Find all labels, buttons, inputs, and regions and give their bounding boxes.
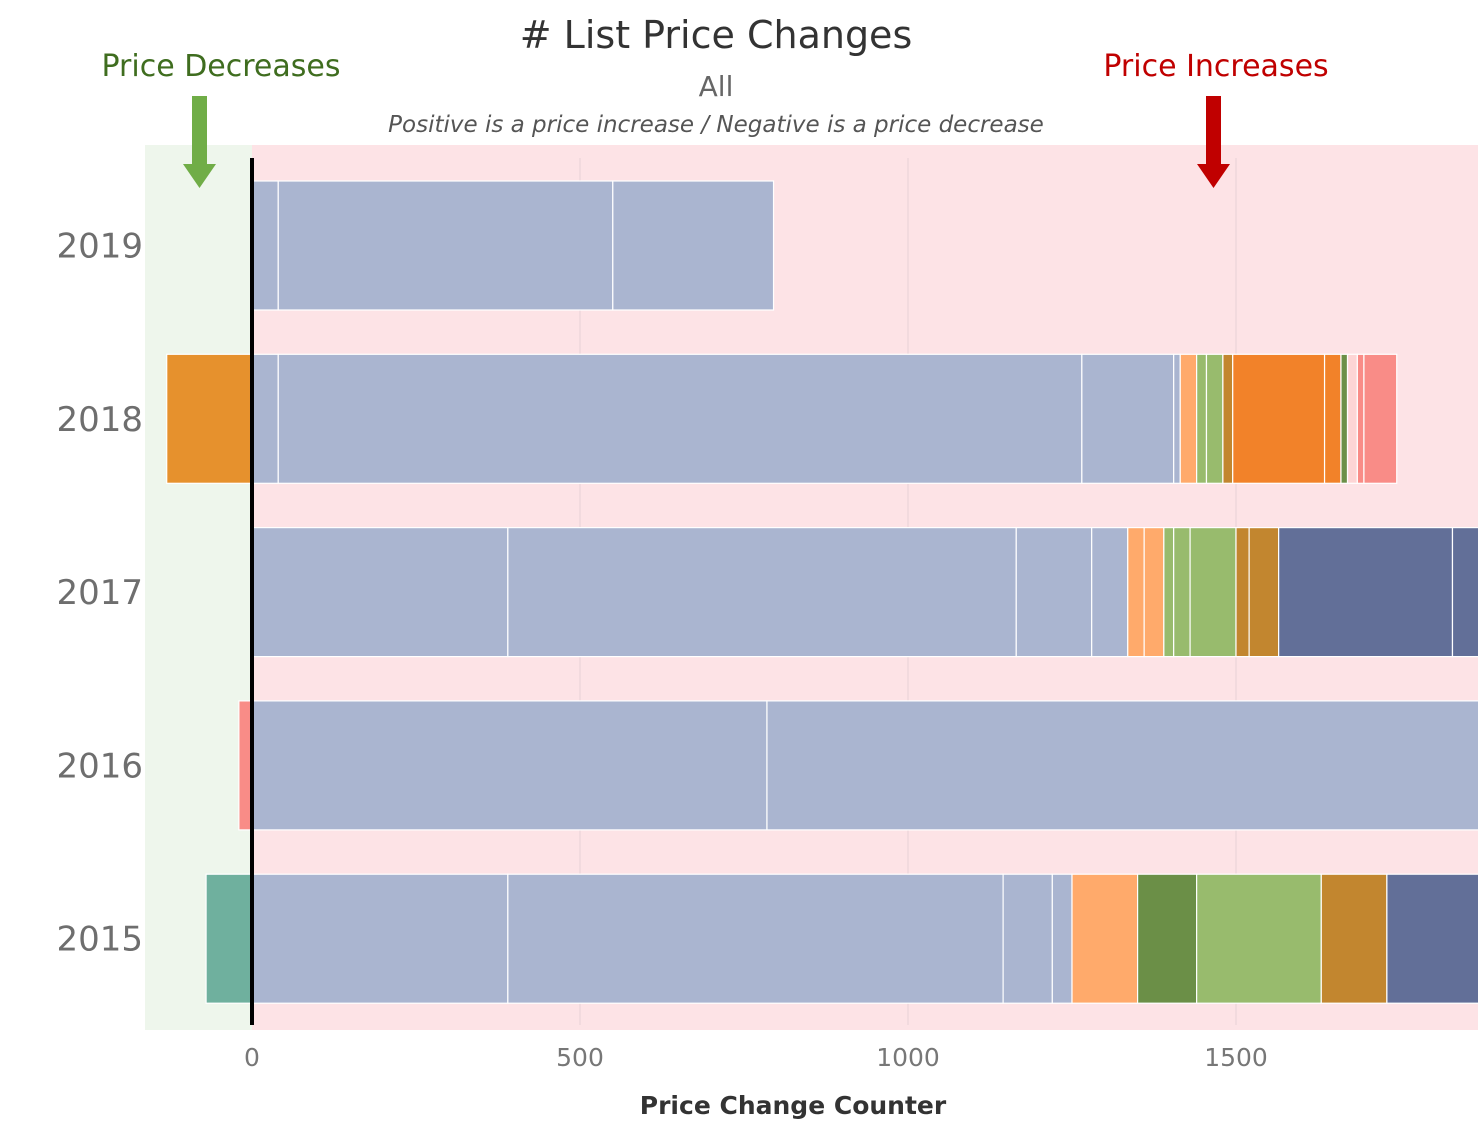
bar-segment-2018 xyxy=(1346,353,1358,484)
year-label: 2017 xyxy=(56,573,143,613)
bar-segment-2019 xyxy=(612,180,775,311)
bar-segment-2018 xyxy=(277,353,1083,484)
bar-segment-2015 xyxy=(251,873,509,1004)
bar-segment-2017 xyxy=(1091,526,1129,658)
year-label: 2015 xyxy=(56,920,143,960)
bar-segment-2018 xyxy=(1173,353,1181,484)
bar-segment-2015 xyxy=(1196,873,1322,1004)
bar-segment-2017 xyxy=(1173,526,1191,658)
bar-segment-2018 xyxy=(1205,353,1224,484)
bar-segment-2015 xyxy=(1386,873,1478,1004)
bars xyxy=(166,180,1478,1004)
bar-segment-2018 xyxy=(1081,353,1175,484)
year-label: 2019 xyxy=(56,227,143,267)
bar-segment-2018 xyxy=(1222,353,1234,484)
x-axis-ticks: 0500100015002000250030003500 xyxy=(244,1043,1268,1072)
x-axis-label: Price Change Counter xyxy=(640,1091,947,1120)
bar-segment-2016 xyxy=(766,700,1478,831)
bar-segment-2017 xyxy=(1235,526,1250,658)
year-label: 2016 xyxy=(56,746,143,786)
bar-segment-2018 xyxy=(1232,353,1326,484)
bar-segment-2015 xyxy=(1320,873,1388,1004)
price-decreases-callout: Price Decreases xyxy=(101,49,340,84)
bar-segment-2019 xyxy=(251,180,279,311)
bar-segment-2017 xyxy=(1278,526,1454,658)
bar-segment-2015 xyxy=(1071,873,1139,1004)
x-tick-label: 1500 xyxy=(1204,1043,1268,1072)
bar-segment-2019 xyxy=(277,180,614,311)
bar-segment-2015 xyxy=(1136,873,1198,1004)
bar-segment-2015 xyxy=(1051,873,1073,1004)
bar-segment-2017 xyxy=(1248,526,1280,658)
bar-segment-2018 xyxy=(1196,353,1208,484)
x-tick-label: 1000 xyxy=(876,1043,940,1072)
bar-segment-2017 xyxy=(1143,526,1165,658)
bar-segment-2015 xyxy=(507,873,1004,1004)
price-increases-callout: Price Increases xyxy=(1103,49,1328,84)
bar-segment-2017 xyxy=(251,526,509,658)
x-tick-label: 500 xyxy=(556,1043,604,1072)
year-labels: 2019 2018 2017 2016 2015 xyxy=(56,227,143,960)
bar-segment-2017 xyxy=(1163,526,1175,658)
bar-segment-negative-2018 xyxy=(166,353,253,484)
bar-segment-2017 xyxy=(1127,526,1145,658)
chart-subtitle: All xyxy=(699,70,734,103)
bar-segment-2018 xyxy=(251,353,279,484)
bar-segment-2018 xyxy=(1356,353,1365,484)
bar-segment-2017 xyxy=(1189,526,1237,658)
bar-segment-2015 xyxy=(1002,873,1053,1004)
bar-segment-2017 xyxy=(1451,526,1478,658)
bar-segment-2018 xyxy=(1363,353,1398,484)
bar-segment-2017 xyxy=(507,526,1017,658)
year-label: 2018 xyxy=(56,400,143,440)
bar-segment-2018 xyxy=(1323,353,1342,484)
down-arrow-icon xyxy=(183,96,216,188)
chart-note: Positive is a price increase / Negative … xyxy=(388,112,1044,138)
bar-segment-negative-2015 xyxy=(205,873,253,1004)
x-tick-label: 0 xyxy=(244,1043,260,1072)
bar-segment-2016 xyxy=(251,700,768,831)
bar-segment-2018 xyxy=(1179,353,1198,484)
bar-segment-2018 xyxy=(1340,353,1349,484)
chart-title: # List Price Changes xyxy=(520,13,913,57)
down-arrow-icon xyxy=(1197,96,1230,188)
bar-segment-2017 xyxy=(1015,526,1093,658)
